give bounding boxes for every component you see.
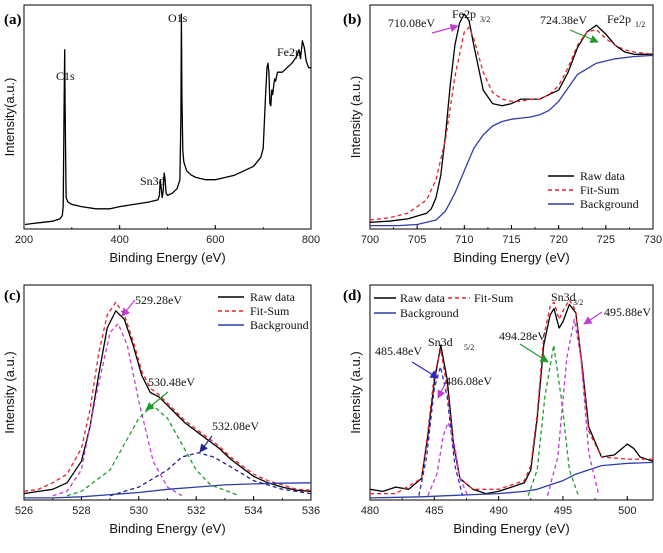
- peak-annotation: Fe2p: [452, 7, 476, 21]
- legend-label: Background: [400, 306, 459, 320]
- legend-label: Raw data: [580, 169, 626, 183]
- panel-4: 480 485 490 495 500 Binding Energy (eV) Intens…: [343, 284, 654, 536]
- annotation-arrow: [569, 29, 599, 43]
- x-tick-label: 485: [425, 505, 443, 517]
- series-raw-data: [370, 303, 653, 495]
- peak-annotation: Fe2p: [277, 45, 301, 59]
- annotation-arrow: [519, 343, 549, 363]
- x-axis-title: Binding Energy (eV): [109, 250, 225, 265]
- panel-label: (a): [4, 12, 22, 28]
- legend-label: Fit-Sum: [250, 304, 290, 318]
- legend-label: Fit-Sum: [580, 183, 620, 197]
- y-axis-title: Intensity (a.u.): [2, 351, 17, 433]
- peak-annotation: Fe2p: [607, 12, 631, 26]
- peak-annotation: 5/2: [464, 343, 474, 352]
- x-tick-label: 725: [597, 234, 615, 246]
- peak-annotation: 3/2: [573, 298, 583, 307]
- panel-label: (c): [4, 288, 21, 304]
- peak-annotation: 495.88eV: [604, 305, 651, 319]
- peak-annotation: C1s: [56, 69, 75, 83]
- series-532-08ev: [109, 452, 311, 497]
- legend-label: Raw data: [250, 290, 296, 304]
- peak-annotation: 710.08eV: [388, 16, 435, 30]
- x-tick-label: 200: [15, 234, 33, 246]
- peak-annotation: 532.08eV: [212, 419, 259, 433]
- x-tick-label: 400: [110, 234, 128, 246]
- plot-frame: [369, 284, 654, 501]
- x-tick-label: 536: [302, 505, 320, 517]
- y-axis-title: Intensity (a.u.): [348, 351, 363, 433]
- legend-label: Raw data: [400, 291, 446, 305]
- peak-annotation: O1s: [168, 11, 188, 25]
- annotation-arrow: [145, 391, 169, 411]
- x-tick-label: 800: [302, 234, 320, 246]
- x-tick-label: 480: [361, 505, 379, 517]
- peak-annotation: Sn3d: [551, 290, 576, 304]
- legend-label: Background: [580, 197, 639, 211]
- y-axis-title: Intensity(a.u.): [2, 78, 17, 157]
- series-485-48ev: [418, 366, 464, 496]
- peak-annotation: 1/2: [635, 20, 645, 29]
- x-axis-title: Binding Energy (eV): [453, 521, 569, 536]
- x-tick-label: 526: [15, 505, 33, 517]
- x-tick-label: 495: [554, 505, 572, 517]
- series-fit-sum: [24, 301, 311, 493]
- y-axis-title: Intensity (a.u.): [348, 76, 363, 158]
- peak-annotation: 724.38eV: [540, 13, 587, 27]
- legend-label: Background: [250, 318, 309, 332]
- series-495-88ev: [546, 318, 600, 496]
- annotation-arrow: [411, 361, 439, 379]
- series-background: [24, 482, 311, 499]
- series-fit-sum: [370, 26, 653, 221]
- series-survey: [24, 13, 311, 226]
- x-tick-label: 500: [618, 505, 636, 517]
- annotation-arrow: [199, 435, 213, 453]
- x-tick-label: 530: [130, 505, 148, 517]
- x-axis-title: Binding Energy (eV): [453, 250, 569, 265]
- x-tick-label: 534: [244, 505, 262, 517]
- x-tick-label: 700: [361, 234, 379, 246]
- peak-annotation: Sn3d: [140, 174, 165, 188]
- legend: Raw data Fit-Sum Background: [374, 291, 514, 320]
- peak-annotation: 530.48eV: [148, 375, 195, 389]
- peak-annotation: 3/2: [480, 15, 490, 24]
- panel-1: 200 400 600 800 Binding Energy (eV) Intensity…: [2, 4, 320, 265]
- x-tick-label: 715: [502, 234, 520, 246]
- annotation-arrow: [121, 299, 136, 317]
- panel-2: 700 705 710 715 720 725 730 Binding Energy (eV)…: [343, 4, 662, 265]
- x-tick-label: 720: [549, 234, 567, 246]
- x-tick-label: 730: [644, 234, 662, 246]
- series-raw-data: [370, 13, 653, 223]
- x-tick-label: 528: [72, 505, 90, 517]
- panel-3: 526 528 530 532 534 536 Binding Energy (eV) Int…: [2, 284, 320, 536]
- series-background: [370, 54, 653, 227]
- annotation-arrow: [437, 381, 447, 399]
- x-tick-label: 710: [455, 234, 473, 246]
- x-tick-label: 705: [408, 234, 426, 246]
- peak-annotation: 486.08eV: [445, 374, 492, 388]
- series-486-08ev: [427, 421, 469, 496]
- annotation-arrow: [583, 311, 603, 325]
- peak-annotation: Sn3d: [428, 335, 453, 349]
- panel-label: (b): [343, 12, 361, 28]
- series-529-28ev: [52, 323, 183, 497]
- peak-annotation: 485.48eV: [375, 344, 422, 358]
- x-axis-title: Binding Energy (eV): [109, 521, 225, 536]
- x-tick-label: 490: [489, 505, 507, 517]
- x-tick-label: 532: [187, 505, 205, 517]
- annotation-arrow: [431, 23, 459, 34]
- peak-annotation: 494.28eV: [499, 329, 546, 343]
- panel-label: (d): [343, 288, 361, 304]
- series-raw-data: [24, 310, 311, 495]
- series-background: [370, 461, 653, 499]
- peak-annotation: 529.28eV: [135, 293, 182, 307]
- legend-label: Fit-Sum: [474, 291, 514, 305]
- x-tick-label: 600: [206, 234, 224, 246]
